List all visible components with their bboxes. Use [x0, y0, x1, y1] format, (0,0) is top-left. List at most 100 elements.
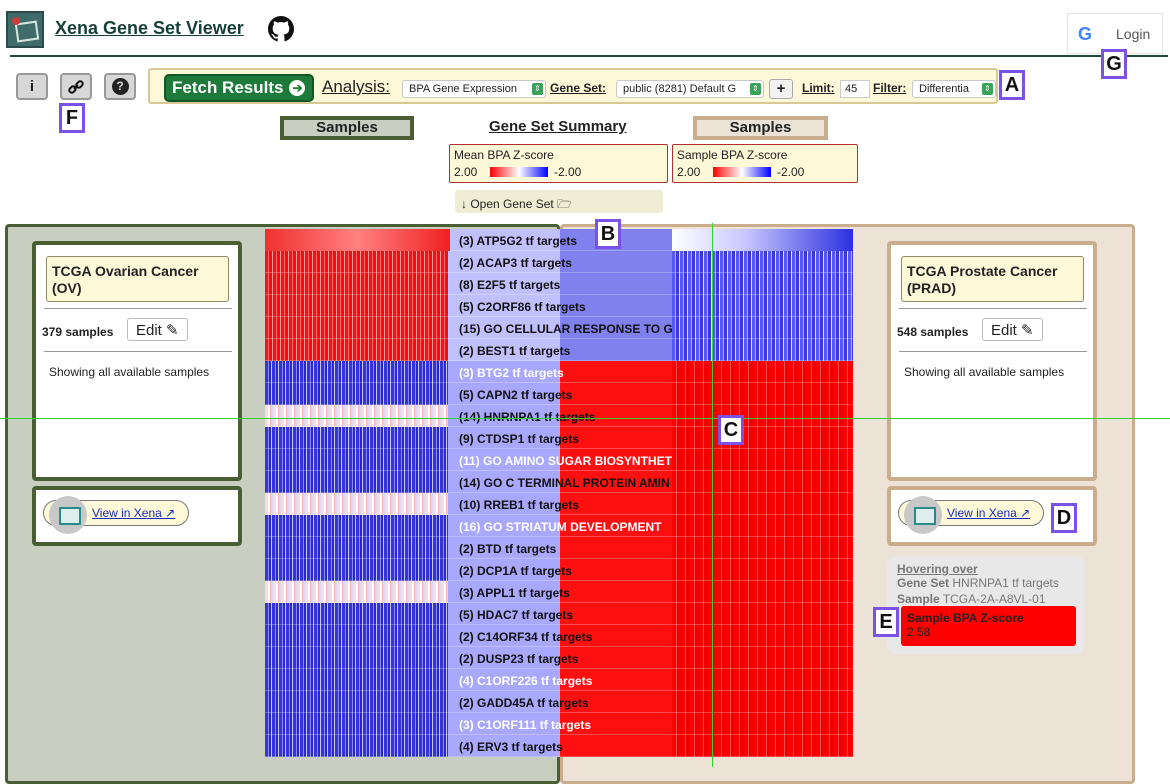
- right-sample-heatmap[interactable]: [672, 229, 853, 769]
- add-geneset-button[interactable]: +: [769, 79, 793, 99]
- gene-set-row[interactable]: (2) GADD45A tf targets: [448, 691, 672, 713]
- gene-set-label[interactable]: (3) BTG2 tf targets: [459, 366, 564, 380]
- right-heatmap-row[interactable]: [672, 405, 853, 427]
- gene-set-label[interactable]: (16) GO STRIATUM DEVELOPMENT: [459, 520, 662, 534]
- gene-set-row[interactable]: (11) GO AMINO SUGAR BIOSYNTHET: [448, 449, 672, 471]
- gene-set-row[interactable]: (3) ATP5G2 tf targets: [448, 229, 672, 251]
- gene-set-row[interactable]: (16) GO STRIATUM DEVELOPMENT: [448, 515, 672, 537]
- right-heatmap-row[interactable]: [672, 427, 853, 449]
- right-heatmap-row[interactable]: [672, 251, 853, 273]
- gene-set-label[interactable]: (5) HDAC7 tf targets: [459, 608, 574, 622]
- gene-set-label[interactable]: (2) DCP1A tf targets: [459, 564, 572, 578]
- gene-set-row[interactable]: (4) C1ORF226 tf targets: [448, 669, 672, 691]
- samples-left-button[interactable]: Samples: [280, 116, 414, 140]
- left-heatmap-row[interactable]: [265, 427, 450, 449]
- right-heatmap-row[interactable]: [672, 537, 853, 559]
- login-button[interactable]: G Login: [1067, 13, 1163, 54]
- gene-set-label[interactable]: (3) C1ORF111 tf targets: [459, 718, 592, 732]
- geneset-select[interactable]: public (8281) Default G ⇕: [616, 80, 764, 98]
- right-heatmap-row[interactable]: [672, 383, 853, 405]
- view-in-xena-button[interactable]: View in Xena ↗: [43, 496, 189, 534]
- left-heatmap-row[interactable]: [265, 515, 450, 537]
- left-sample-heatmap[interactable]: [265, 229, 450, 769]
- left-heatmap-row[interactable]: [265, 361, 450, 383]
- left-heatmap-row[interactable]: [265, 537, 450, 559]
- gene-set-row[interactable]: (4) ERV3 tf targets: [448, 735, 672, 757]
- left-heatmap-row[interactable]: [265, 449, 450, 471]
- gene-set-label[interactable]: (2) GADD45A tf targets: [459, 696, 589, 710]
- gene-set-row[interactable]: (2) BEST1 tf targets: [448, 339, 672, 361]
- gene-set-label[interactable]: (5) C2ORF86 tf targets: [459, 300, 586, 314]
- gene-set-row[interactable]: (5) HDAC7 tf targets: [448, 603, 672, 625]
- left-heatmap-row[interactable]: [265, 405, 450, 427]
- gene-set-label[interactable]: (2) BEST1 tf targets: [459, 344, 571, 358]
- left-heatmap-row[interactable]: [265, 713, 450, 735]
- right-heatmap-row[interactable]: [672, 713, 853, 735]
- gene-set-label[interactable]: (4) C1ORF226 tf targets: [459, 674, 593, 688]
- edit-cohort-button[interactable]: Edit ✎: [982, 318, 1043, 341]
- analysis-select[interactable]: BPA Gene Expression ⇕: [402, 80, 546, 98]
- left-heatmap-row[interactable]: [265, 603, 450, 625]
- right-heatmap-row[interactable]: [672, 295, 853, 317]
- right-heatmap-row[interactable]: [672, 625, 853, 647]
- right-heatmap-row[interactable]: [672, 691, 853, 713]
- left-heatmap-row[interactable]: [265, 317, 450, 339]
- gene-set-summary-heatmap[interactable]: (3) ATP5G2 tf targets (2) ACAP3 tf target…: [448, 229, 673, 769]
- left-heatmap-row[interactable]: [265, 251, 450, 273]
- gene-set-label[interactable]: (2) DUSP23 tf targets: [459, 652, 579, 666]
- gene-set-row[interactable]: (3) BTG2 tf targets: [448, 361, 672, 383]
- gene-set-row[interactable]: (5) CAPN2 tf targets: [448, 383, 672, 405]
- right-heatmap-row[interactable]: [672, 647, 853, 669]
- right-heatmap-row[interactable]: [672, 669, 853, 691]
- left-heatmap-row[interactable]: [265, 273, 450, 295]
- left-heatmap-row[interactable]: [265, 383, 450, 405]
- gene-set-row[interactable]: (3) C1ORF111 tf targets: [448, 713, 672, 735]
- right-heatmap-row[interactable]: [672, 361, 853, 383]
- gene-set-label[interactable]: (5) CAPN2 tf targets: [459, 388, 573, 402]
- fetch-results-button[interactable]: Fetch Results ➔: [164, 74, 314, 102]
- view-in-xena-link[interactable]: View in Xena ↗: [92, 506, 176, 520]
- gene-set-label[interactable]: (10) RREB1 tf targets: [459, 498, 580, 512]
- left-heatmap-row[interactable]: [265, 581, 450, 603]
- filter-select[interactable]: Differentia ⇕: [912, 80, 996, 98]
- gene-set-label[interactable]: (2) BTD tf targets: [459, 542, 557, 556]
- edit-cohort-button[interactable]: Edit ✎: [127, 318, 188, 341]
- right-heatmap-row[interactable]: [672, 603, 853, 625]
- gene-set-label[interactable]: (15) GO CELLULAR RESPONSE TO G: [459, 322, 673, 336]
- right-heatmap-row[interactable]: [672, 581, 853, 603]
- gene-set-row[interactable]: (8) E2F5 tf targets: [448, 273, 672, 295]
- gene-set-label[interactable]: (11) GO AMINO SUGAR BIOSYNTHET: [459, 454, 672, 468]
- gene-set-row[interactable]: (2) DCP1A tf targets: [448, 559, 672, 581]
- gene-set-label[interactable]: (14) HNRNPA1 tf targets: [459, 410, 596, 424]
- right-heatmap-row[interactable]: [672, 559, 853, 581]
- gene-set-label[interactable]: (2) ACAP3 tf targets: [459, 256, 572, 270]
- gene-set-label[interactable]: (9) CTDSP1 tf targets: [459, 432, 580, 446]
- limit-input[interactable]: 45: [840, 80, 870, 98]
- right-heatmap-row[interactable]: [672, 317, 853, 339]
- right-heatmap-row[interactable]: [672, 735, 853, 757]
- gene-set-label[interactable]: (2) C14ORF34 tf targets: [459, 630, 593, 644]
- gene-set-row[interactable]: (2) DUSP23 tf targets: [448, 647, 672, 669]
- gene-set-row[interactable]: (14) GO C TERMINAL PROTEIN AMIN: [448, 471, 672, 493]
- left-heatmap-row[interactable]: [265, 625, 450, 647]
- info-button[interactable]: i: [16, 73, 48, 100]
- right-heatmap-row[interactable]: [672, 493, 853, 515]
- view-in-xena-link[interactable]: View in Xena ↗: [947, 506, 1031, 520]
- left-heatmap-row[interactable]: [265, 339, 450, 361]
- gene-set-label[interactable]: (14) GO C TERMINAL PROTEIN AMIN: [459, 476, 670, 490]
- app-title[interactable]: Xena Gene Set Viewer: [55, 18, 244, 38]
- gene-set-row[interactable]: (5) C2ORF86 tf targets: [448, 295, 672, 317]
- help-button[interactable]: ?: [104, 73, 136, 100]
- link-button[interactable]: [60, 73, 92, 100]
- gene-set-row[interactable]: (10) RREB1 tf targets: [448, 493, 672, 515]
- left-heatmap-row[interactable]: [265, 471, 450, 493]
- left-heatmap-row[interactable]: [265, 559, 450, 581]
- app-logo[interactable]: [6, 11, 44, 48]
- right-heatmap-row[interactable]: [672, 273, 853, 295]
- gene-set-row[interactable]: (15) GO CELLULAR RESPONSE TO G: [448, 317, 673, 339]
- left-heatmap-row[interactable]: [265, 735, 450, 757]
- left-heatmap-row[interactable]: [265, 493, 450, 515]
- right-heatmap-row[interactable]: [672, 515, 853, 537]
- gene-set-row[interactable]: (14) HNRNPA1 tf targets: [448, 405, 672, 427]
- gene-set-label[interactable]: (3) APPL1 tf targets: [459, 586, 570, 600]
